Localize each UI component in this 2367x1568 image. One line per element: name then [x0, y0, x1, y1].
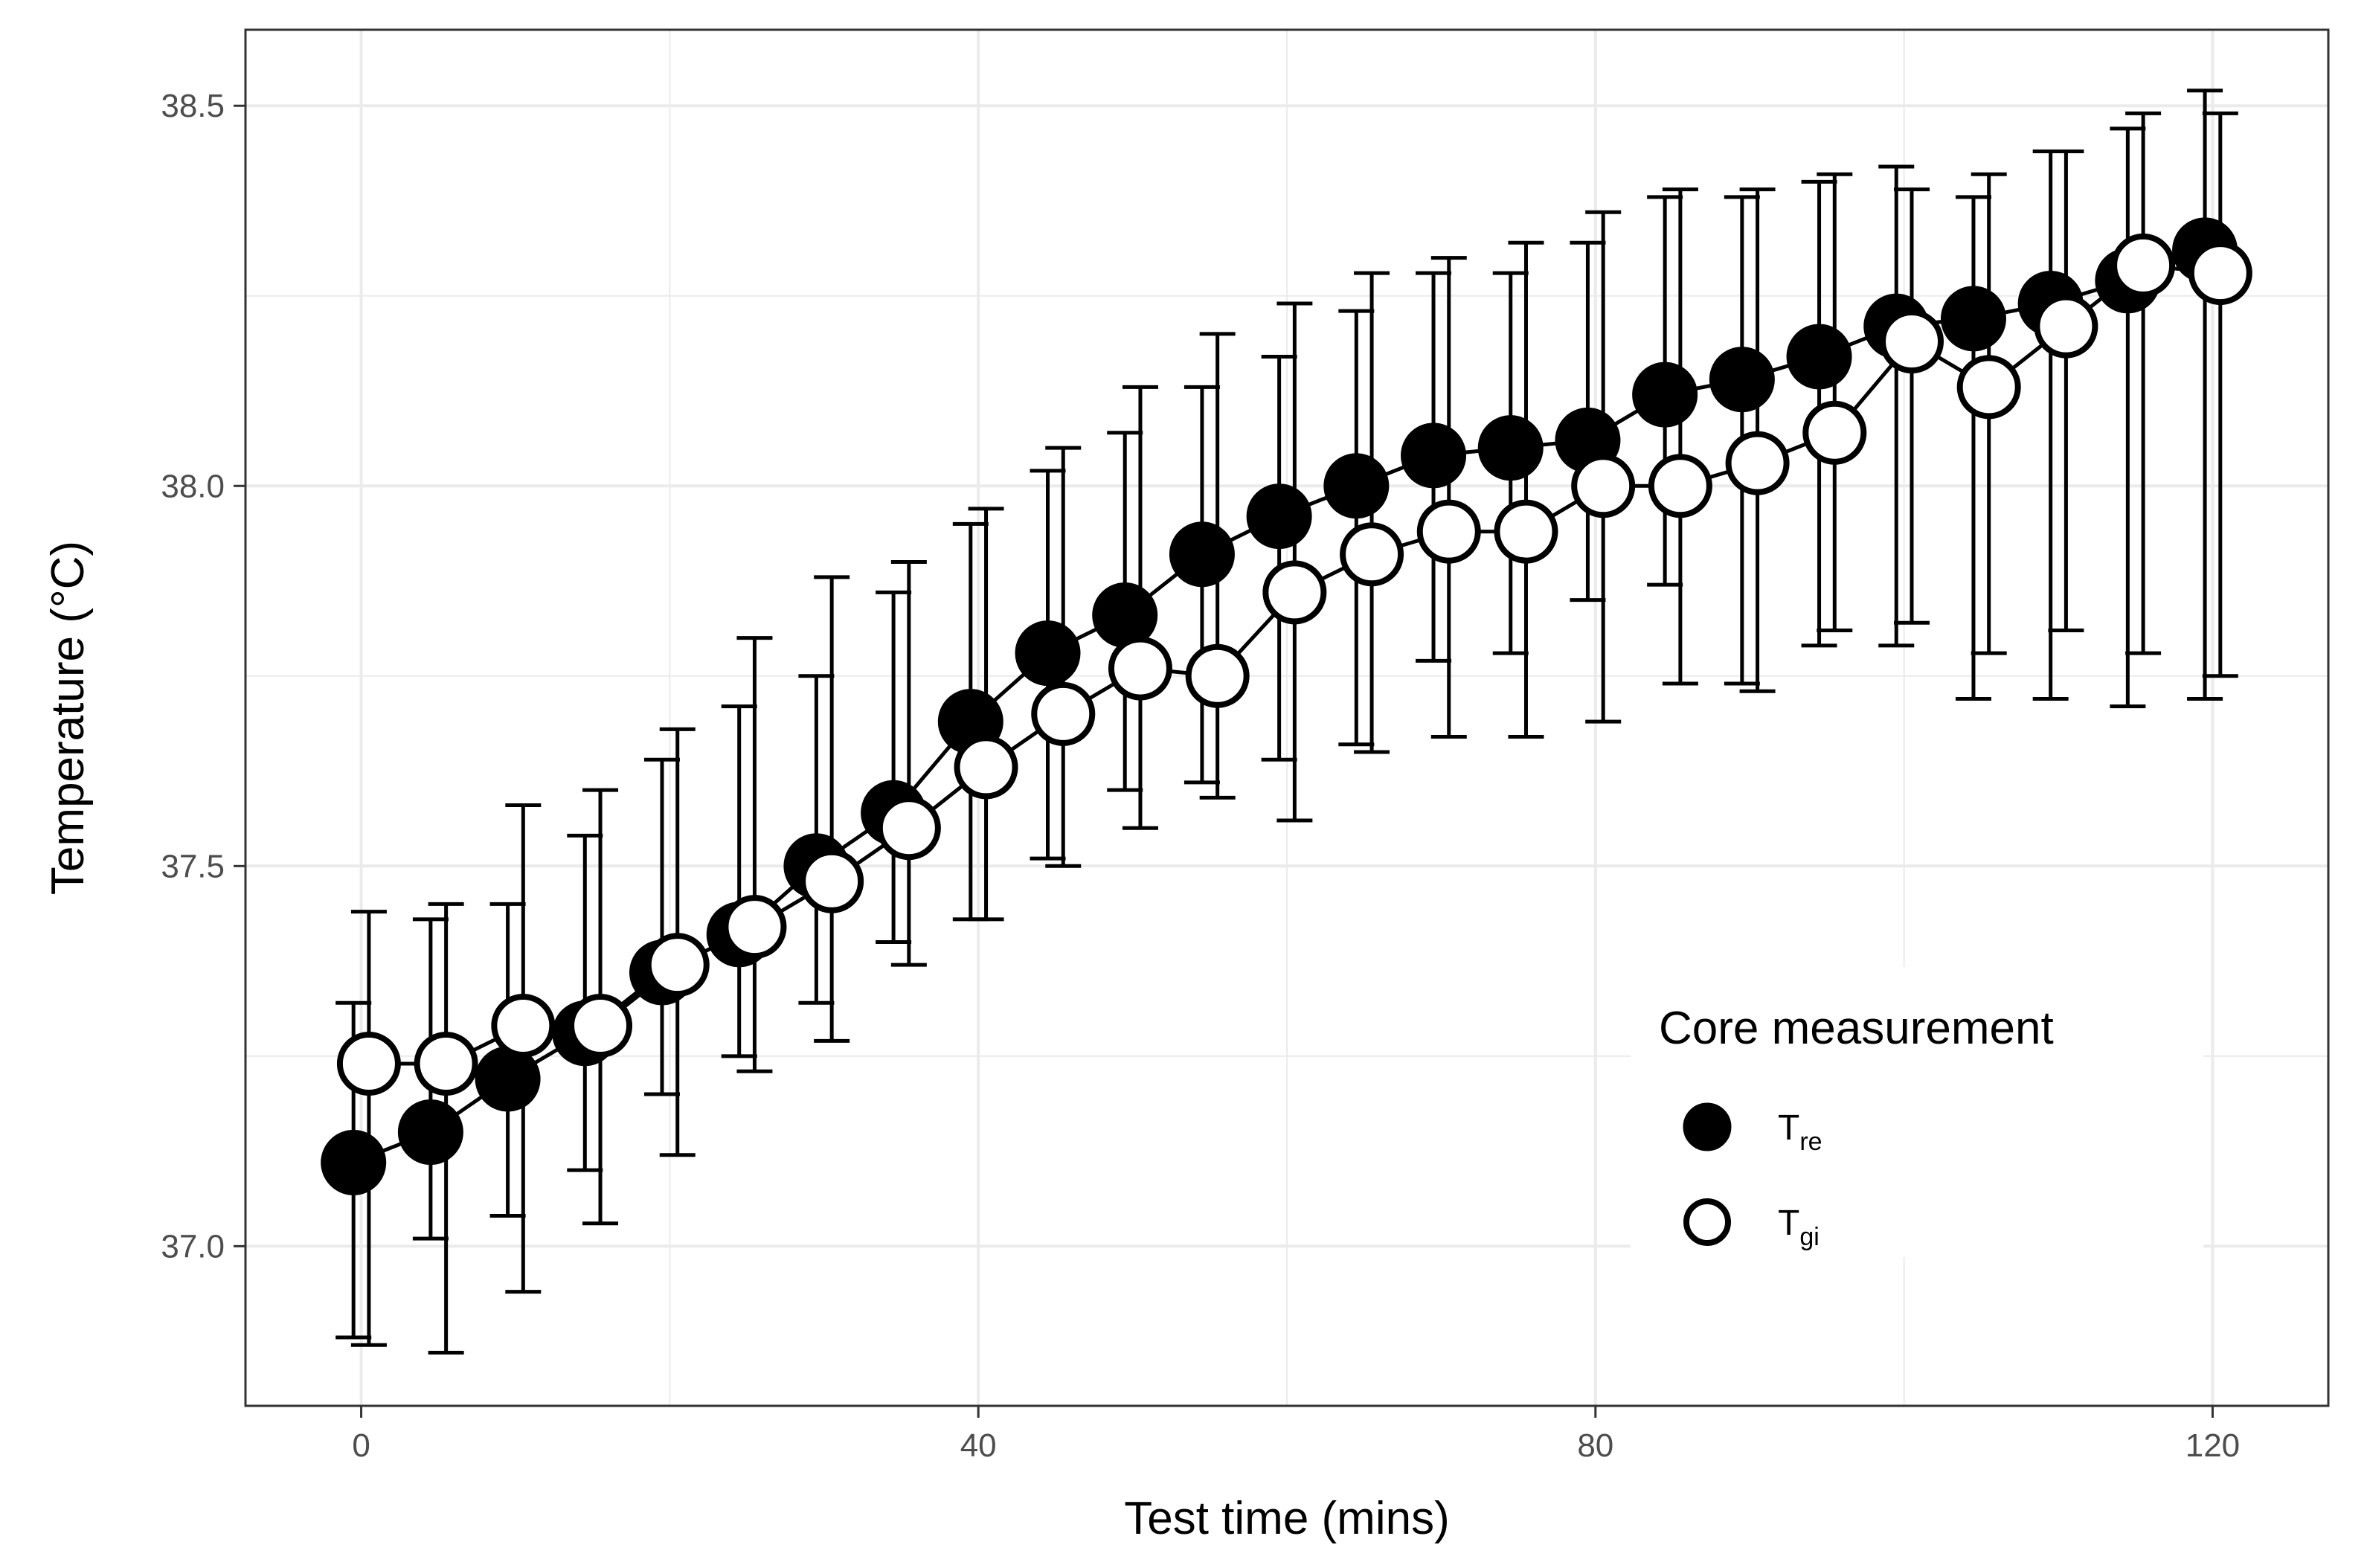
point-tgi — [1956, 355, 2021, 420]
y-tick-label: 38.5 — [161, 88, 225, 124]
point-tre — [321, 1129, 387, 1195]
legend: Core measurement Tre Tgi — [1631, 967, 2203, 1257]
point-tgi — [1802, 400, 1867, 465]
y-tick-label: 37.5 — [161, 848, 225, 884]
x-tick-label: 120 — [2185, 1427, 2240, 1464]
point-tre — [1401, 422, 1467, 489]
point-tgi — [722, 895, 787, 960]
point-tgi — [2188, 241, 2252, 306]
point-tre — [397, 1099, 463, 1166]
point-tre — [1092, 582, 1158, 649]
x-axis-title: Test time (mins) — [1124, 1493, 1449, 1544]
point-tgi — [1340, 522, 1404, 587]
point-tre — [1246, 483, 1312, 550]
point-tgi — [1416, 499, 1481, 564]
data-points — [321, 217, 2252, 1195]
point-tgi — [491, 993, 556, 1058]
point-tre — [1015, 620, 1081, 687]
y-tick-label: 38.0 — [161, 468, 225, 504]
point-tre — [475, 1046, 541, 1112]
point-tre — [1709, 347, 1775, 413]
panel-border — [244, 28, 2330, 1407]
y-axis-title: Temperature (°C) — [42, 541, 94, 895]
point-tgi — [1880, 309, 1944, 374]
x-tick-label: 80 — [1577, 1427, 1613, 1464]
point-tgi — [1108, 636, 1172, 701]
point-tre — [1477, 415, 1544, 481]
legend-marker-tgi — [1683, 1198, 1731, 1246]
point-tgi — [2111, 233, 2176, 298]
point-tre — [1169, 521, 1235, 588]
axis-ticks: 0 40 80 120 37.0 37.5 38.0 38.5 — [161, 88, 2240, 1464]
legend-label-tgi-main: T — [1778, 1204, 1799, 1243]
point-tgi — [1262, 560, 1327, 625]
legend-label-tre: Tre — [1778, 1108, 1822, 1156]
point-tre — [1323, 453, 1390, 519]
point-tgi — [568, 993, 633, 1058]
point-tgi — [1648, 454, 1712, 518]
point-tgi — [1571, 454, 1636, 518]
point-tgi — [645, 933, 710, 997]
legend-label-tgi: Tgi — [1778, 1204, 1820, 1251]
point-tre — [1940, 286, 2006, 352]
point-tgi — [1031, 681, 1096, 746]
point-tgi — [1185, 643, 1250, 708]
legend-label-tre-main: T — [1778, 1108, 1799, 1148]
legend-marker-tre — [1683, 1102, 1732, 1151]
point-tgi — [1725, 431, 1790, 495]
legend-label-tre-sub: re — [1799, 1128, 1822, 1156]
point-tre — [1632, 362, 1698, 428]
point-tgi — [800, 849, 864, 913]
point-tgi — [1494, 499, 1558, 564]
point-tgi — [336, 1032, 401, 1096]
point-tgi — [876, 796, 941, 861]
legend-title: Core measurement — [1659, 1003, 2054, 1054]
point-tre — [1786, 324, 1852, 390]
point-tgi — [2034, 294, 2098, 359]
y-tick-label: 37.0 — [161, 1228, 225, 1265]
x-tick-label: 40 — [960, 1427, 997, 1464]
x-tick-label: 0 — [352, 1427, 370, 1464]
legend-label-tgi-sub: gi — [1799, 1223, 1819, 1251]
point-tgi — [414, 1032, 478, 1096]
point-tgi — [954, 735, 1018, 800]
